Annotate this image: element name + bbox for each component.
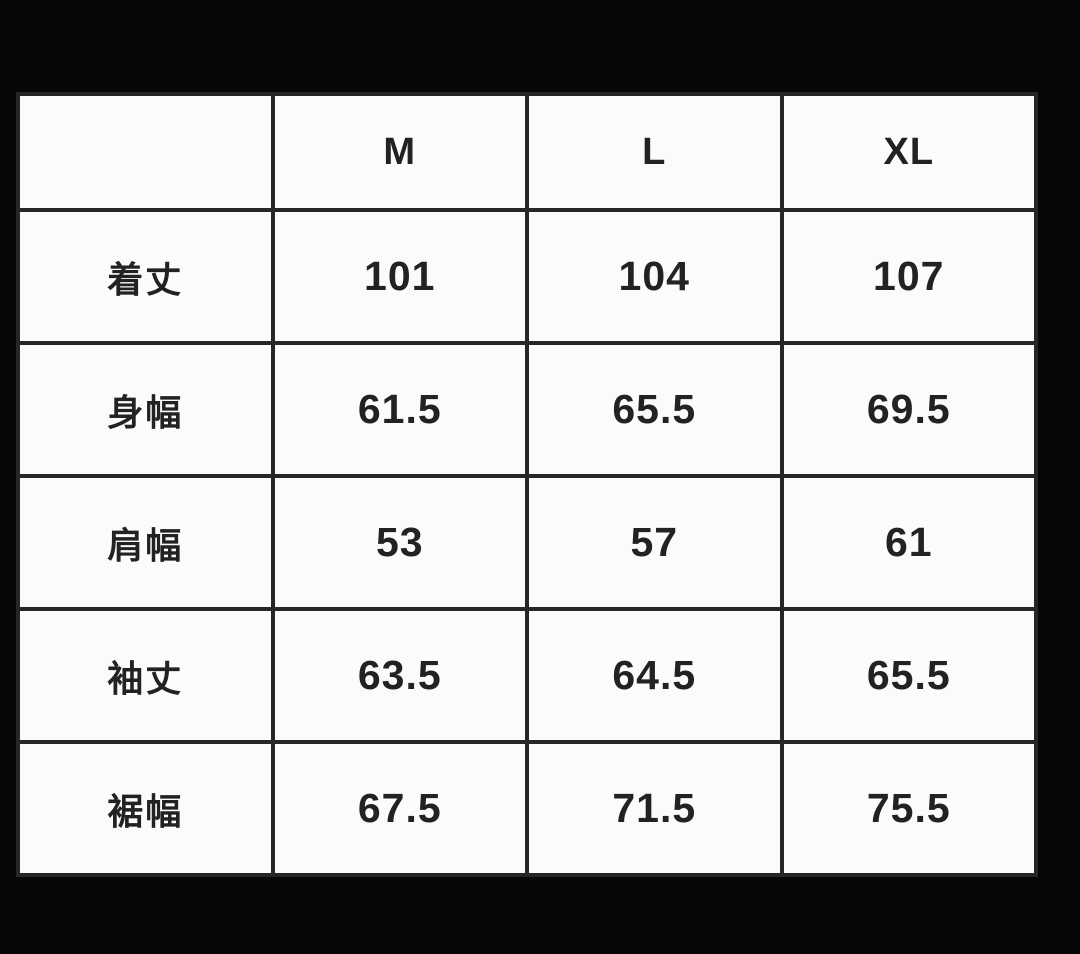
size-chart-body: 着丈 101 104 107 身幅 61.5 65.5 69.5 肩幅 53 57 61 袖丈 63.5 6… (16, 208, 1038, 877)
measurement-row-label: 裾幅 (16, 740, 275, 877)
table-row: 肩幅 53 57 61 (16, 474, 1038, 611)
table-row: 身幅 61.5 65.5 69.5 (16, 341, 1038, 478)
measurement-value-cell: 53 (270, 474, 529, 611)
table-row: 裾幅 67.5 71.5 75.5 (16, 740, 1038, 877)
size-chart-container: M L XL 着丈 101 104 107 身幅 61.5 65.5 69.5 肩幅 53 57 61 袖丈… (16, 92, 1038, 877)
size-column-header-xl: XL (779, 92, 1038, 212)
measurement-value-cell: 61.5 (270, 341, 529, 478)
measurement-value-cell: 63.5 (270, 607, 529, 744)
measurement-value-cell: 104 (525, 208, 784, 345)
size-chart-table: M L XL 着丈 101 104 107 身幅 61.5 65.5 69.5 肩幅 53 57 61 袖丈… (16, 92, 1038, 877)
measurement-value-cell: 71.5 (525, 740, 784, 877)
measurement-value-cell: 65.5 (525, 341, 784, 478)
measurement-value-cell: 64.5 (525, 607, 784, 744)
measurement-value-cell: 107 (779, 208, 1038, 345)
size-chart-header-row: M L XL (16, 92, 1038, 212)
measurement-value-cell: 75.5 (779, 740, 1038, 877)
measurement-row-label: 身幅 (16, 341, 275, 478)
size-column-header-l: L (525, 92, 784, 212)
measurement-value-cell: 101 (270, 208, 529, 345)
measurement-value-cell: 65.5 (779, 607, 1038, 744)
measurement-row-label: 肩幅 (16, 474, 275, 611)
size-column-header-m: M (270, 92, 529, 212)
measurement-value-cell: 61 (779, 474, 1038, 611)
table-row: 着丈 101 104 107 (16, 208, 1038, 345)
measurement-value-cell: 57 (525, 474, 784, 611)
table-row: 袖丈 63.5 64.5 65.5 (16, 607, 1038, 744)
measurement-row-label: 袖丈 (16, 607, 275, 744)
measurement-value-cell: 67.5 (270, 740, 529, 877)
size-chart-corner-cell (16, 92, 275, 212)
measurement-value-cell: 69.5 (779, 341, 1038, 478)
measurement-row-label: 着丈 (16, 208, 275, 345)
